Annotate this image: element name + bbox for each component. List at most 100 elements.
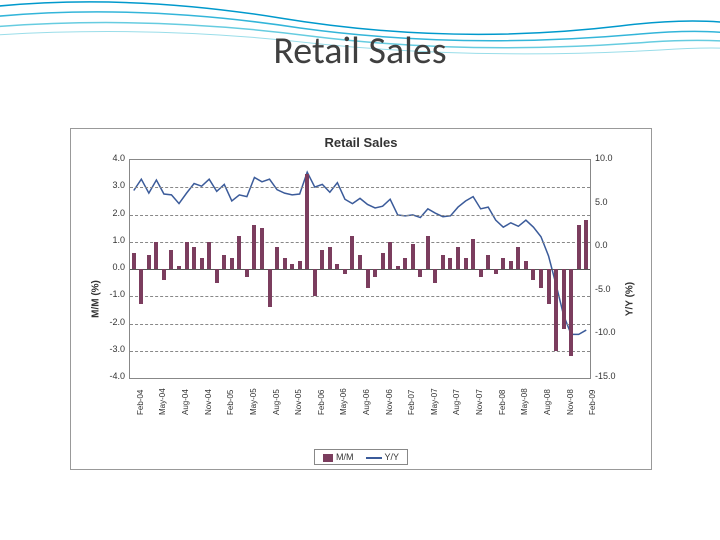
bar <box>192 247 196 269</box>
x-tick: Feb-06 <box>317 390 326 415</box>
x-tick: Aug-04 <box>181 389 190 415</box>
bar <box>403 258 407 269</box>
bar <box>456 247 460 269</box>
x-tick: May-04 <box>158 388 167 415</box>
zero-line <box>130 269 590 270</box>
y-left-tick: 3.0 <box>99 180 125 190</box>
x-tick: Nov-08 <box>566 389 575 415</box>
bar <box>230 258 234 269</box>
x-tick: Nov-05 <box>294 389 303 415</box>
bar <box>418 269 422 277</box>
bar <box>200 258 204 269</box>
x-tick: Feb-05 <box>226 390 235 415</box>
x-tick: Feb-08 <box>498 390 507 415</box>
bar <box>366 269 370 288</box>
bar <box>162 269 166 280</box>
bar <box>479 269 483 277</box>
bar <box>350 236 354 269</box>
bar <box>531 269 535 280</box>
y-right-tick: -15.0 <box>595 371 616 381</box>
y-left-tick: -4.0 <box>99 371 125 381</box>
bar <box>283 258 287 269</box>
x-tick: Aug-05 <box>272 389 281 415</box>
bar <box>539 269 543 288</box>
bar <box>320 250 324 269</box>
grid-line <box>130 351 590 352</box>
chart-title: Retail Sales <box>71 135 651 150</box>
plot-area <box>129 159 591 379</box>
y-axis-right-label: Y/Y (%) <box>624 282 635 316</box>
x-tick: Aug-06 <box>362 389 371 415</box>
grid-line <box>130 187 590 188</box>
bar <box>245 269 249 277</box>
bar <box>169 250 173 269</box>
bar <box>509 261 513 269</box>
bar <box>290 264 294 269</box>
bar <box>569 269 573 356</box>
bar <box>237 236 241 269</box>
y-left-tick: 2.0 <box>99 208 125 218</box>
bar <box>448 258 452 269</box>
x-tick: May-07 <box>430 388 439 415</box>
bar <box>441 255 445 269</box>
x-tick: May-08 <box>520 388 529 415</box>
x-tick: Feb-04 <box>136 390 145 415</box>
bar <box>313 269 317 296</box>
legend-label-mm: M/M <box>336 452 354 462</box>
bar <box>501 258 505 269</box>
legend-swatch-bar <box>323 454 333 462</box>
bar <box>132 253 136 269</box>
bar <box>177 266 181 269</box>
legend-item-mm: M/M <box>323 452 354 462</box>
grid-line <box>130 215 590 216</box>
bar <box>328 247 332 269</box>
x-tick: Feb-07 <box>407 390 416 415</box>
legend-swatch-line <box>365 457 381 459</box>
bar <box>335 264 339 269</box>
x-tick: Nov-04 <box>204 389 213 415</box>
bar <box>411 244 415 269</box>
legend-label-yy: Y/Y <box>384 452 399 462</box>
y-left-tick: 1.0 <box>99 235 125 245</box>
bar <box>584 220 588 269</box>
slide-title: Retail Sales <box>0 28 720 74</box>
bar <box>298 261 302 269</box>
x-tick: Aug-08 <box>543 389 552 415</box>
legend-item-yy: Y/Y <box>365 452 399 462</box>
bar <box>426 236 430 269</box>
bar <box>396 266 400 269</box>
bar <box>524 261 528 269</box>
bar <box>494 269 498 274</box>
x-tick: May-06 <box>339 388 348 415</box>
bar <box>373 269 377 277</box>
y-right-tick: -5.0 <box>595 284 611 294</box>
bar <box>471 239 475 269</box>
bar <box>268 269 272 307</box>
x-tick: Feb-09 <box>588 390 597 415</box>
bar <box>547 269 551 304</box>
y-right-tick: 0.0 <box>595 240 608 250</box>
y-right-tick: -10.0 <box>595 327 616 337</box>
bar <box>388 242 392 269</box>
bar <box>260 228 264 269</box>
bar <box>139 269 143 304</box>
legend: M/M Y/Y <box>314 449 408 465</box>
y-left-tick: -2.0 <box>99 317 125 327</box>
grid-line <box>130 296 590 297</box>
x-tick: Nov-06 <box>385 389 394 415</box>
y-left-tick: 4.0 <box>99 153 125 163</box>
grid-line <box>130 242 590 243</box>
bar <box>343 269 347 274</box>
bar <box>305 174 309 269</box>
bar <box>577 225 581 269</box>
x-tick: May-05 <box>249 388 258 415</box>
bar <box>222 255 226 269</box>
bar <box>154 242 158 269</box>
y-left-tick: 0.0 <box>99 262 125 272</box>
bar <box>516 247 520 269</box>
bar <box>554 269 558 351</box>
bar <box>275 247 279 269</box>
y-right-tick: 5.0 <box>595 197 608 207</box>
x-tick: Aug-07 <box>452 389 461 415</box>
bar <box>207 242 211 269</box>
